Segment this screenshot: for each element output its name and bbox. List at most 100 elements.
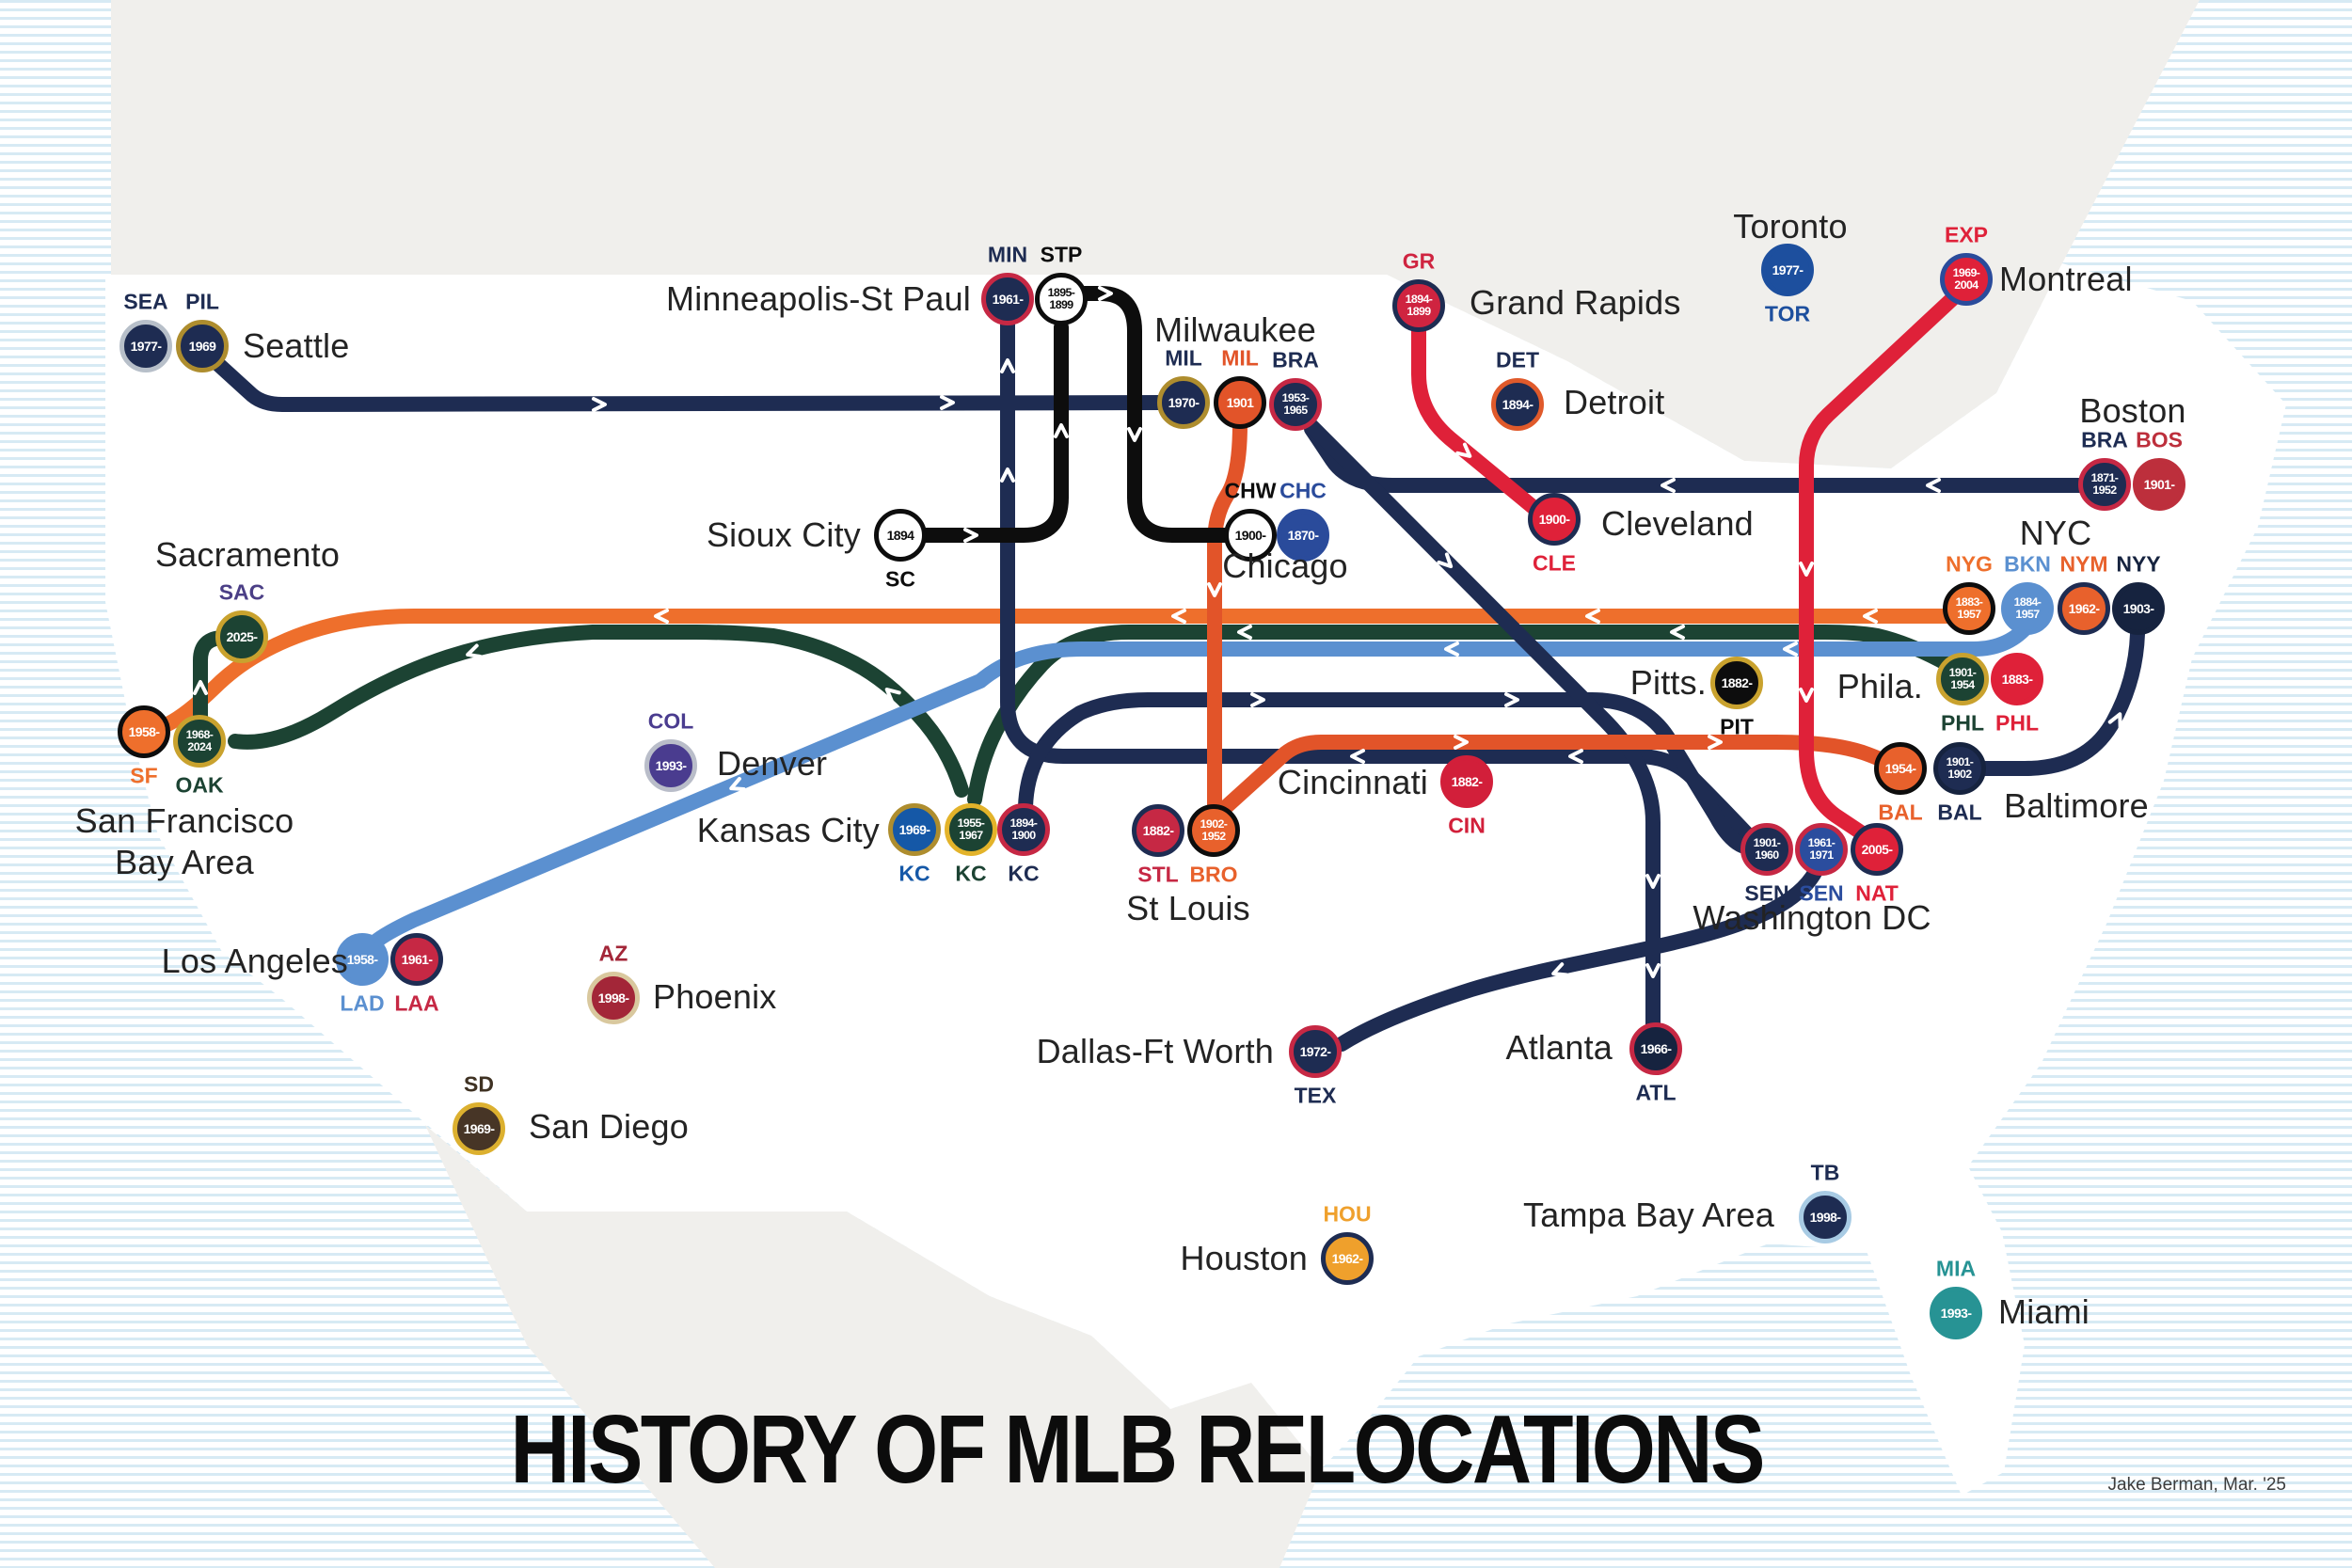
- city-label-cincinnati: Cincinnati: [1277, 763, 1428, 802]
- city-label-minneapolis: Minneapolis-St Paul: [666, 279, 971, 319]
- station-bro-label: BRO: [1189, 862, 1238, 887]
- station-bal-1901-years: 1901- 1902: [1946, 755, 1974, 781]
- route-arrow-icon: [963, 528, 978, 543]
- station-nyg-label: NYG: [1946, 551, 1993, 577]
- city-label-tampa: Tampa Bay Area: [1523, 1196, 1774, 1235]
- route-arrow-icon: [729, 776, 746, 792]
- city-label-boston: Boston: [2079, 391, 2186, 431]
- station-mil-brewers-years: 1970-: [1168, 394, 1200, 410]
- route-yankees: [1974, 626, 2145, 776]
- land-usa: [105, 263, 2286, 1496]
- station-kc-athletics-years: 1955- 1967: [957, 816, 985, 842]
- station-sf-years: 1958-: [128, 723, 160, 739]
- station-nym-badge: 1962-: [2058, 582, 2110, 635]
- route-braves-milwaukee-atlanta: [1304, 419, 1661, 1035]
- station-tex-years: 1972-: [1299, 1043, 1331, 1059]
- station-chc-years: 1870-: [1287, 527, 1319, 543]
- city-label-seattle: Seattle: [243, 326, 350, 366]
- station-atl-years: 1966-: [1640, 1040, 1672, 1056]
- page-title: HISTORY OF MLB RELOCATIONS: [510, 1395, 1766, 1503]
- station-mil-braves-label: BRA: [1272, 347, 1319, 372]
- station-sen-1901-years: 1901- 1960: [1753, 836, 1781, 862]
- station-nyg-badge: 1883- 1957: [1943, 582, 1995, 635]
- city-label-kansas-city: Kansas City: [696, 811, 880, 850]
- station-stl-years: 1882-: [1142, 822, 1174, 838]
- station-bal-orioles-label: BAL: [1878, 800, 1923, 825]
- station-cle-years: 1900-: [1538, 511, 1570, 527]
- station-laa-years: 1961-: [401, 951, 433, 967]
- city-label-toronto: Toronto: [1733, 207, 1848, 246]
- city-label-houston: Houston: [1180, 1239, 1308, 1278]
- land-mexico: [425, 1125, 1321, 1568]
- city-label-sioux-city: Sioux City: [706, 515, 861, 555]
- route-blues-senators: [1018, 692, 1756, 855]
- station-kc-blues-badge: 1894- 1900: [997, 803, 1050, 856]
- station-pil-years: 1969: [188, 338, 216, 354]
- station-az-badge: 1998-: [587, 972, 640, 1024]
- station-sea-label: SEA: [123, 289, 168, 314]
- station-stp-label: STP: [1040, 242, 1083, 267]
- station-nyg-years: 1883- 1957: [1955, 595, 1983, 621]
- route-twins: [1000, 316, 1757, 845]
- station-sf-label: SF: [130, 763, 158, 788]
- station-tb-badge: 1998-: [1799, 1191, 1851, 1243]
- route-arrow-icon: [2107, 712, 2122, 729]
- station-az-label: AZ: [598, 941, 628, 966]
- station-sd-label: SD: [464, 1071, 494, 1097]
- station-col-label: COL: [647, 708, 694, 734]
- station-exp-label: EXP: [1944, 222, 1989, 247]
- city-label-grand-rapids: Grand Rapids: [1470, 283, 1681, 323]
- station-bro-years: 1902- 1952: [1200, 817, 1228, 843]
- station-lad-label: LAD: [340, 990, 385, 1016]
- station-mil-1901-years: 1901: [1226, 394, 1254, 410]
- city-label-san-diego: San Diego: [529, 1107, 689, 1147]
- route-arrow-icon: [1661, 478, 1676, 493]
- route-arrow-icon: [654, 609, 669, 624]
- station-tb-years: 1998-: [1809, 1209, 1841, 1225]
- station-pil-badge: 1969: [176, 320, 229, 372]
- route-arrow-icon: [1783, 641, 1798, 657]
- route-arrow-icon: [940, 395, 955, 410]
- station-bro-badge: 1902- 1952: [1187, 804, 1240, 857]
- station-tex-label: TEX: [1294, 1083, 1337, 1108]
- route-arrow-icon: [1444, 641, 1459, 657]
- station-kc-athletics-badge: 1955- 1967: [945, 803, 997, 856]
- route-arrow-icon: [1098, 286, 1113, 301]
- station-bal-1901-label: BAL: [1937, 800, 1982, 825]
- route-arrow-icon: [1799, 688, 1814, 703]
- city-label-los-angeles: Los Angeles: [161, 942, 348, 981]
- station-kc-royals-years: 1969-: [898, 821, 930, 837]
- station-tex-badge: 1972-: [1289, 1025, 1342, 1078]
- station-sen-1961-label: SEN: [1799, 880, 1844, 906]
- route-arrow-icon: [1645, 874, 1661, 889]
- station-stl-badge: 1882-: [1132, 804, 1184, 857]
- station-bkn-label: BKN: [2004, 551, 2051, 577]
- station-phl-athletics-badge: 1901- 1954: [1936, 653, 1989, 705]
- route-arrow-icon: [1455, 442, 1472, 458]
- station-atl-label: ATL: [1635, 1080, 1677, 1105]
- station-sd-badge: 1969-: [453, 1102, 505, 1155]
- station-az-years: 1998-: [597, 990, 629, 1006]
- station-nat-label: NAT: [1855, 880, 1899, 906]
- station-phl-phillies-label: PHL: [1995, 710, 2039, 736]
- station-hou-label: HOU: [1323, 1201, 1372, 1227]
- route-arrow-icon: [1799, 562, 1814, 577]
- station-mia-badge: 1993-: [1930, 1287, 1982, 1339]
- station-chw-label: CHW: [1224, 478, 1277, 503]
- route-arrow-icon: [466, 643, 483, 658]
- route-arrow-icon: [1504, 692, 1519, 707]
- station-pit-years: 1882-: [1721, 674, 1753, 690]
- land-canada: [111, 0, 2200, 468]
- route-arrow-icon: [1708, 735, 1723, 750]
- city-label-sf-bay-area: San Francisco Bay Area: [74, 801, 294, 881]
- station-phl-phillies-years: 1883-: [2001, 671, 2033, 687]
- station-gr-badge: 1894- 1899: [1392, 279, 1445, 332]
- station-mil-1901-label: MIL: [1221, 345, 1259, 371]
- station-laa-label: LAA: [394, 990, 439, 1016]
- route-rustlers-cleveland: [1411, 324, 1544, 517]
- station-oak-years: 1968- 2024: [185, 728, 214, 753]
- station-kc-royals-badge: 1969-: [888, 803, 941, 856]
- station-min-years: 1961-: [992, 291, 1024, 307]
